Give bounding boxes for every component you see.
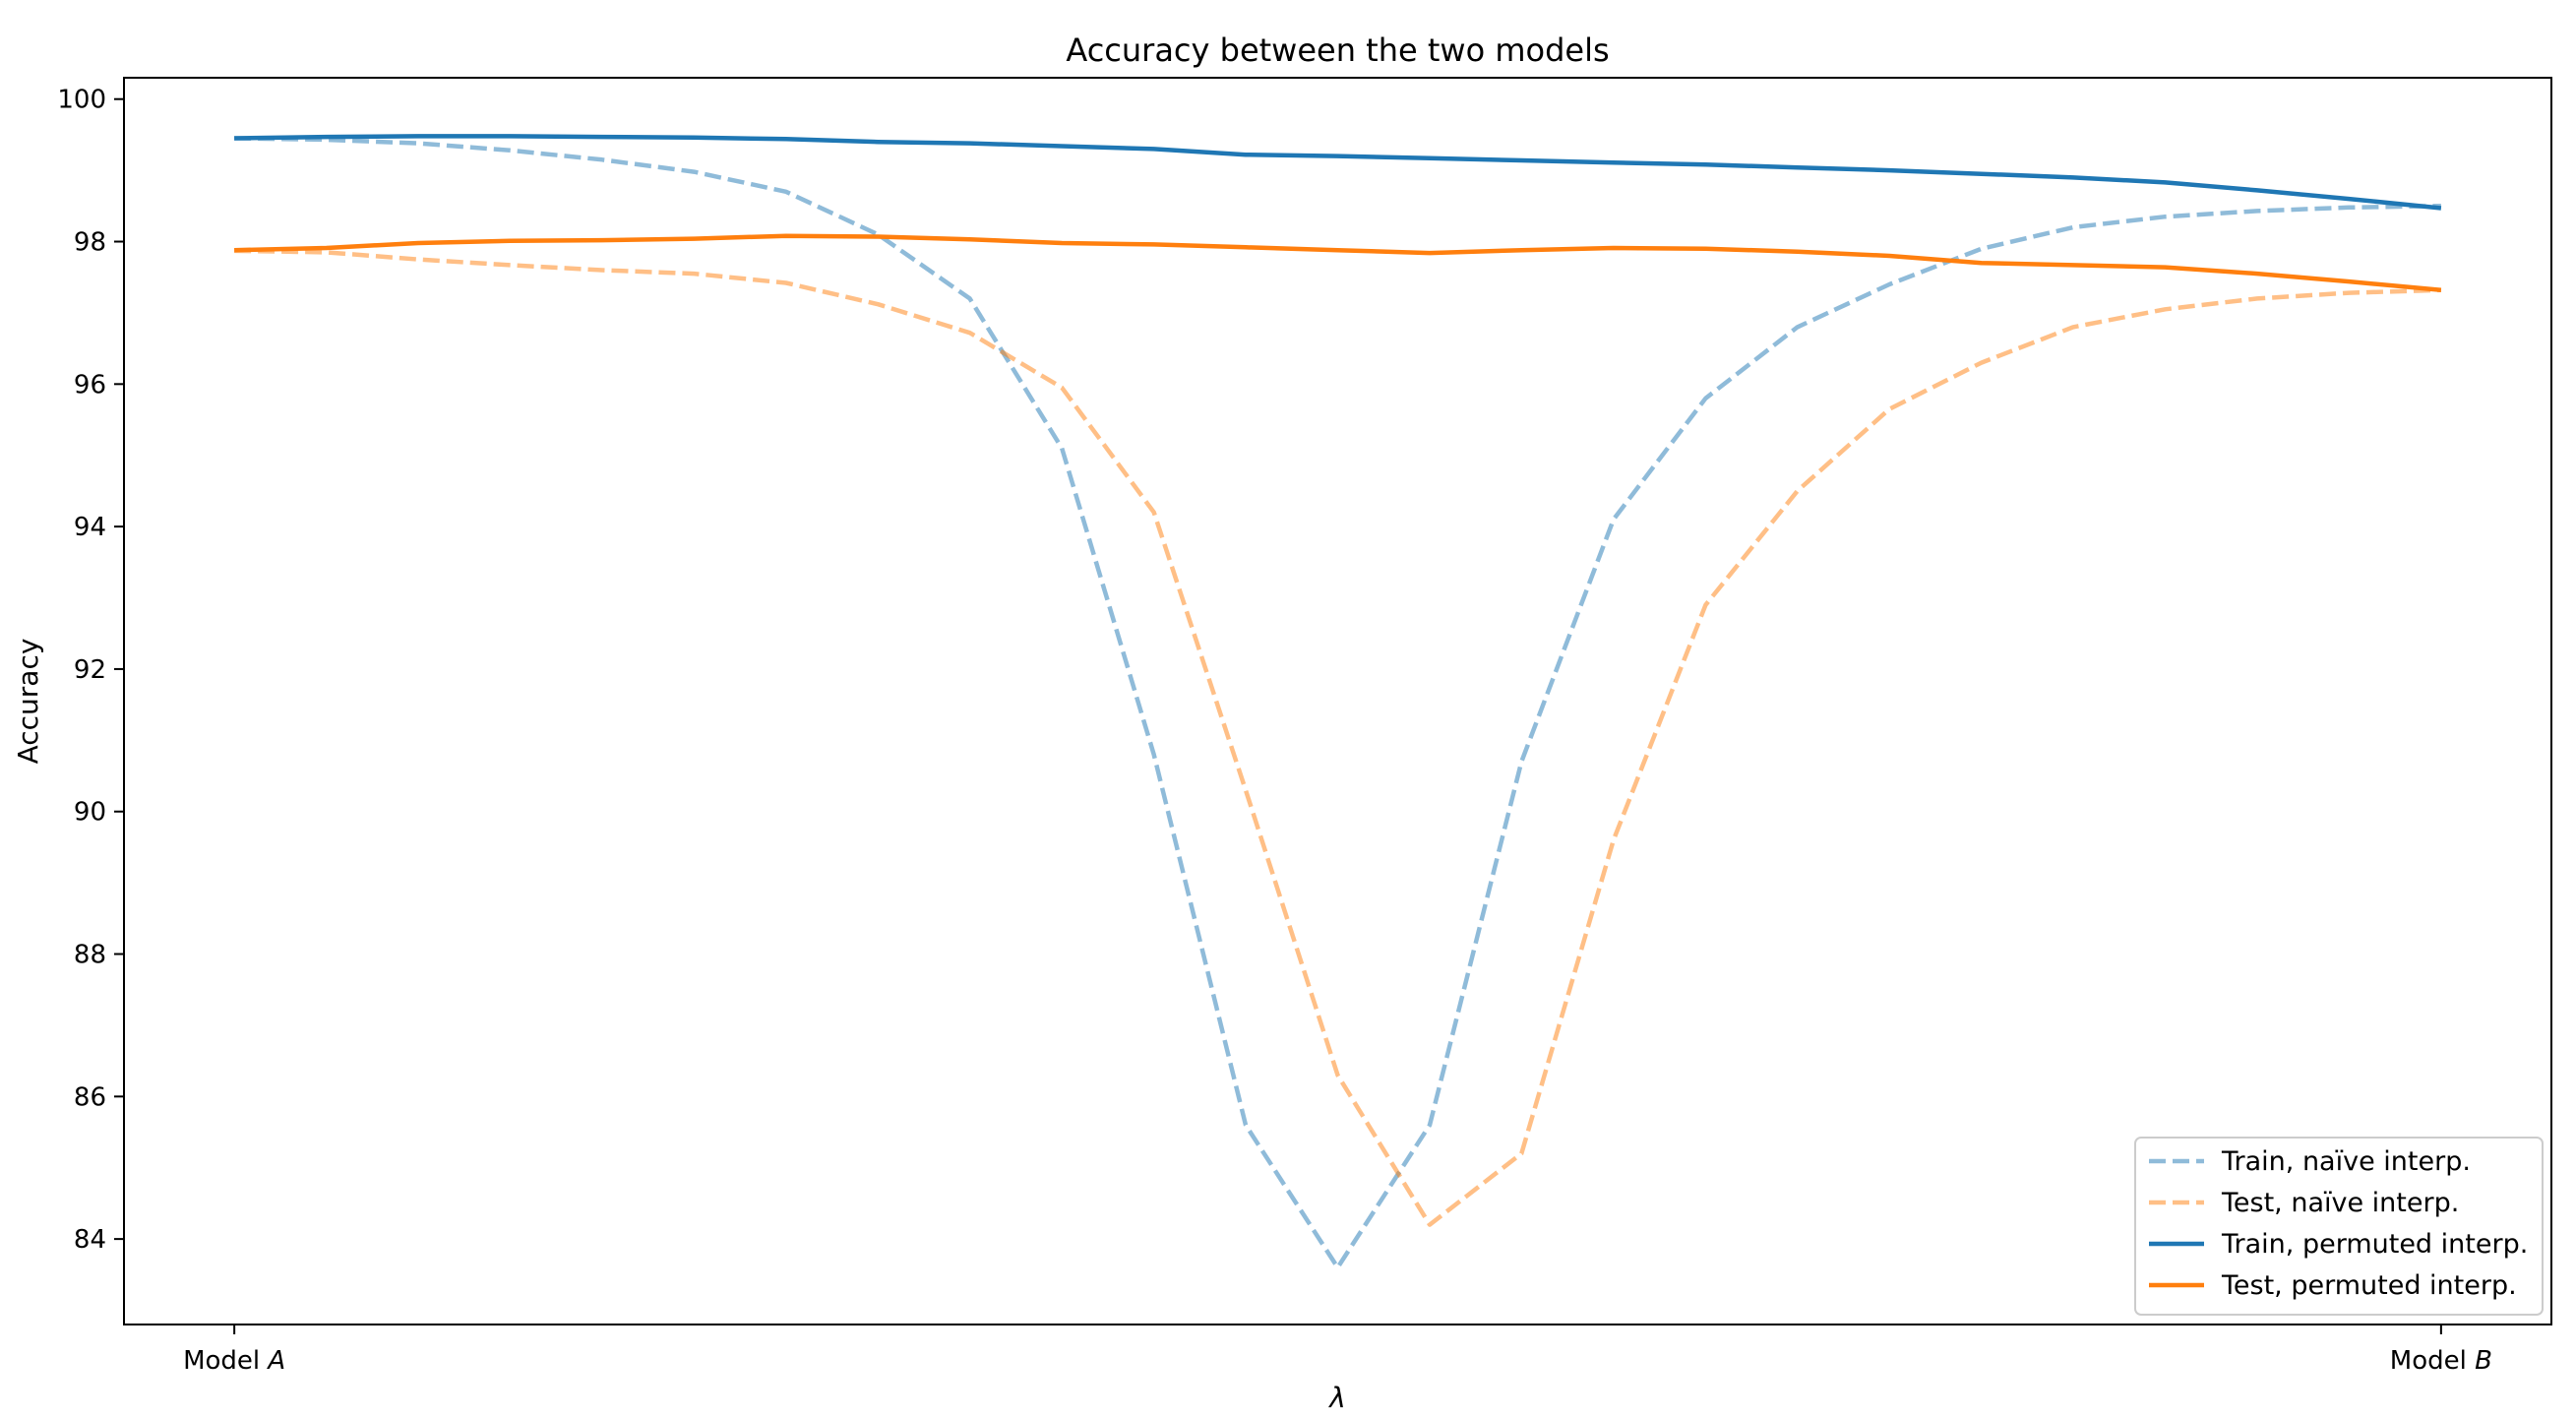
y-tick-label: 90 xyxy=(74,798,106,828)
x-tick-label: Model B xyxy=(2390,1346,2492,1376)
y-tick-label: 100 xyxy=(57,86,106,115)
legend-label: Train, naïve interp. xyxy=(2221,1146,2471,1177)
legend-label: Test, permuted interp. xyxy=(2221,1270,2517,1301)
y-tick-label: 86 xyxy=(74,1082,106,1112)
plot-frame xyxy=(123,77,2552,1325)
y-axis-label: Accuracy xyxy=(12,639,44,765)
series-line-test-na-ve-interp xyxy=(234,248,2441,1227)
x-axis-label: λ xyxy=(1327,1382,1346,1414)
y-tick-label: 84 xyxy=(74,1225,106,1255)
legend: Train, naïve interp. Test, naïve interp. T… xyxy=(2134,1137,2544,1316)
y-tick-label: 94 xyxy=(74,513,106,542)
legend-box xyxy=(2134,1137,2544,1316)
y-tick-label: 98 xyxy=(74,228,106,258)
series-line-train-na-ve-interp xyxy=(234,136,2441,1270)
legend-label: Train, permuted interp. xyxy=(2221,1229,2528,1260)
x-tick-label: Model A xyxy=(183,1346,285,1376)
y-tick-label: 88 xyxy=(74,941,106,970)
legend-label: Test, naïve interp. xyxy=(2221,1188,2459,1218)
chart-title: Accuracy between the two models xyxy=(1066,31,1609,69)
series-line-train-permuted-interp xyxy=(234,134,2442,211)
y-tick-label: 92 xyxy=(74,655,106,685)
y-tick-label: 96 xyxy=(74,370,106,400)
series-line-test-permuted-interp xyxy=(234,233,2442,293)
